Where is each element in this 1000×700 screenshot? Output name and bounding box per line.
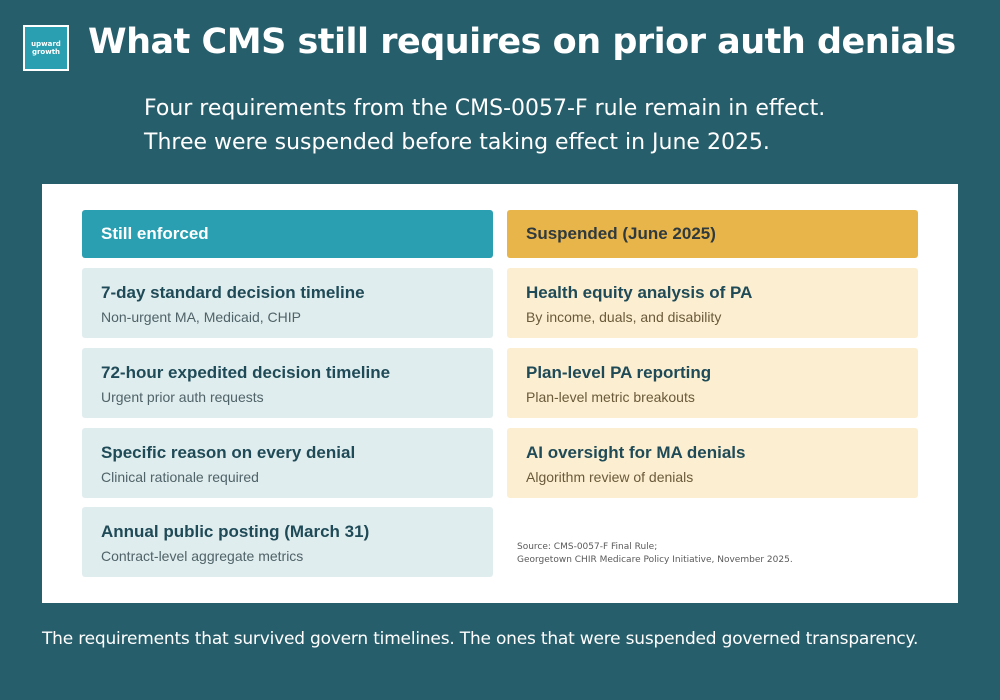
card-title: Specific reason on every denial bbox=[101, 443, 356, 462]
card-subtitle: Plan-level metric breakouts bbox=[526, 389, 695, 405]
card-subtitle: Clinical rationale required bbox=[101, 469, 259, 485]
comparison-panel: Still enforced Suspended (June 2025) 7-d… bbox=[42, 184, 958, 603]
card-subtitle: Contract-level aggregate metrics bbox=[101, 548, 304, 564]
card-title: Health equity analysis of PA bbox=[526, 283, 753, 302]
page-title: What CMS still requires on prior auth de… bbox=[88, 22, 956, 62]
enforced-card: 72-hour expedited decision timeline Urge… bbox=[82, 348, 493, 418]
card-title: 7-day standard decision timeline bbox=[101, 283, 365, 302]
logo-line-2: growth bbox=[31, 48, 61, 56]
source-line-2: Georgetown CHIR Medicare Policy Initiati… bbox=[517, 555, 793, 565]
card-title: AI oversight for MA denials bbox=[526, 443, 746, 462]
suspended-card: Plan-level PA reporting Plan-level metri… bbox=[507, 348, 918, 418]
footer-caption: The requirements that survived govern ti… bbox=[42, 629, 919, 649]
subtitle-line-1: Four requirements from the CMS-0057-F ru… bbox=[144, 96, 826, 121]
source-line-1: Source: CMS-0057-F Final Rule; bbox=[517, 542, 658, 552]
card-title: Plan-level PA reporting bbox=[526, 363, 712, 382]
card-subtitle: Urgent prior auth requests bbox=[101, 389, 264, 405]
brand-logo: upward growth bbox=[23, 25, 69, 71]
enforced-column-header: Still enforced bbox=[82, 210, 493, 258]
card-title: Annual public posting (March 31) bbox=[101, 522, 370, 541]
enforced-card: Specific reason on every denial Clinical… bbox=[82, 428, 493, 498]
suspended-column-header: Suspended (June 2025) bbox=[507, 210, 918, 258]
card-subtitle: Non-urgent MA, Medicaid, CHIP bbox=[101, 309, 301, 325]
subtitle: Four requirements from the CMS-0057-F ru… bbox=[144, 92, 825, 160]
suspended-card: AI oversight for MA denials Algorithm re… bbox=[507, 428, 918, 498]
card-subtitle: Algorithm review of denials bbox=[526, 469, 694, 485]
card-subtitle: By income, duals, and disability bbox=[526, 309, 722, 325]
card-title: 72-hour expedited decision timeline bbox=[101, 363, 391, 382]
enforced-card: 7-day standard decision timeline Non-urg… bbox=[82, 268, 493, 338]
source-note: Source: CMS-0057-F Final Rule; Georgetow… bbox=[517, 541, 793, 567]
enforced-card: Annual public posting (March 31) Contrac… bbox=[82, 507, 493, 577]
subtitle-line-2: Three were suspended before taking effec… bbox=[144, 130, 770, 155]
logo-line-1: upward bbox=[31, 40, 61, 48]
suspended-card: Health equity analysis of PA By income, … bbox=[507, 268, 918, 338]
